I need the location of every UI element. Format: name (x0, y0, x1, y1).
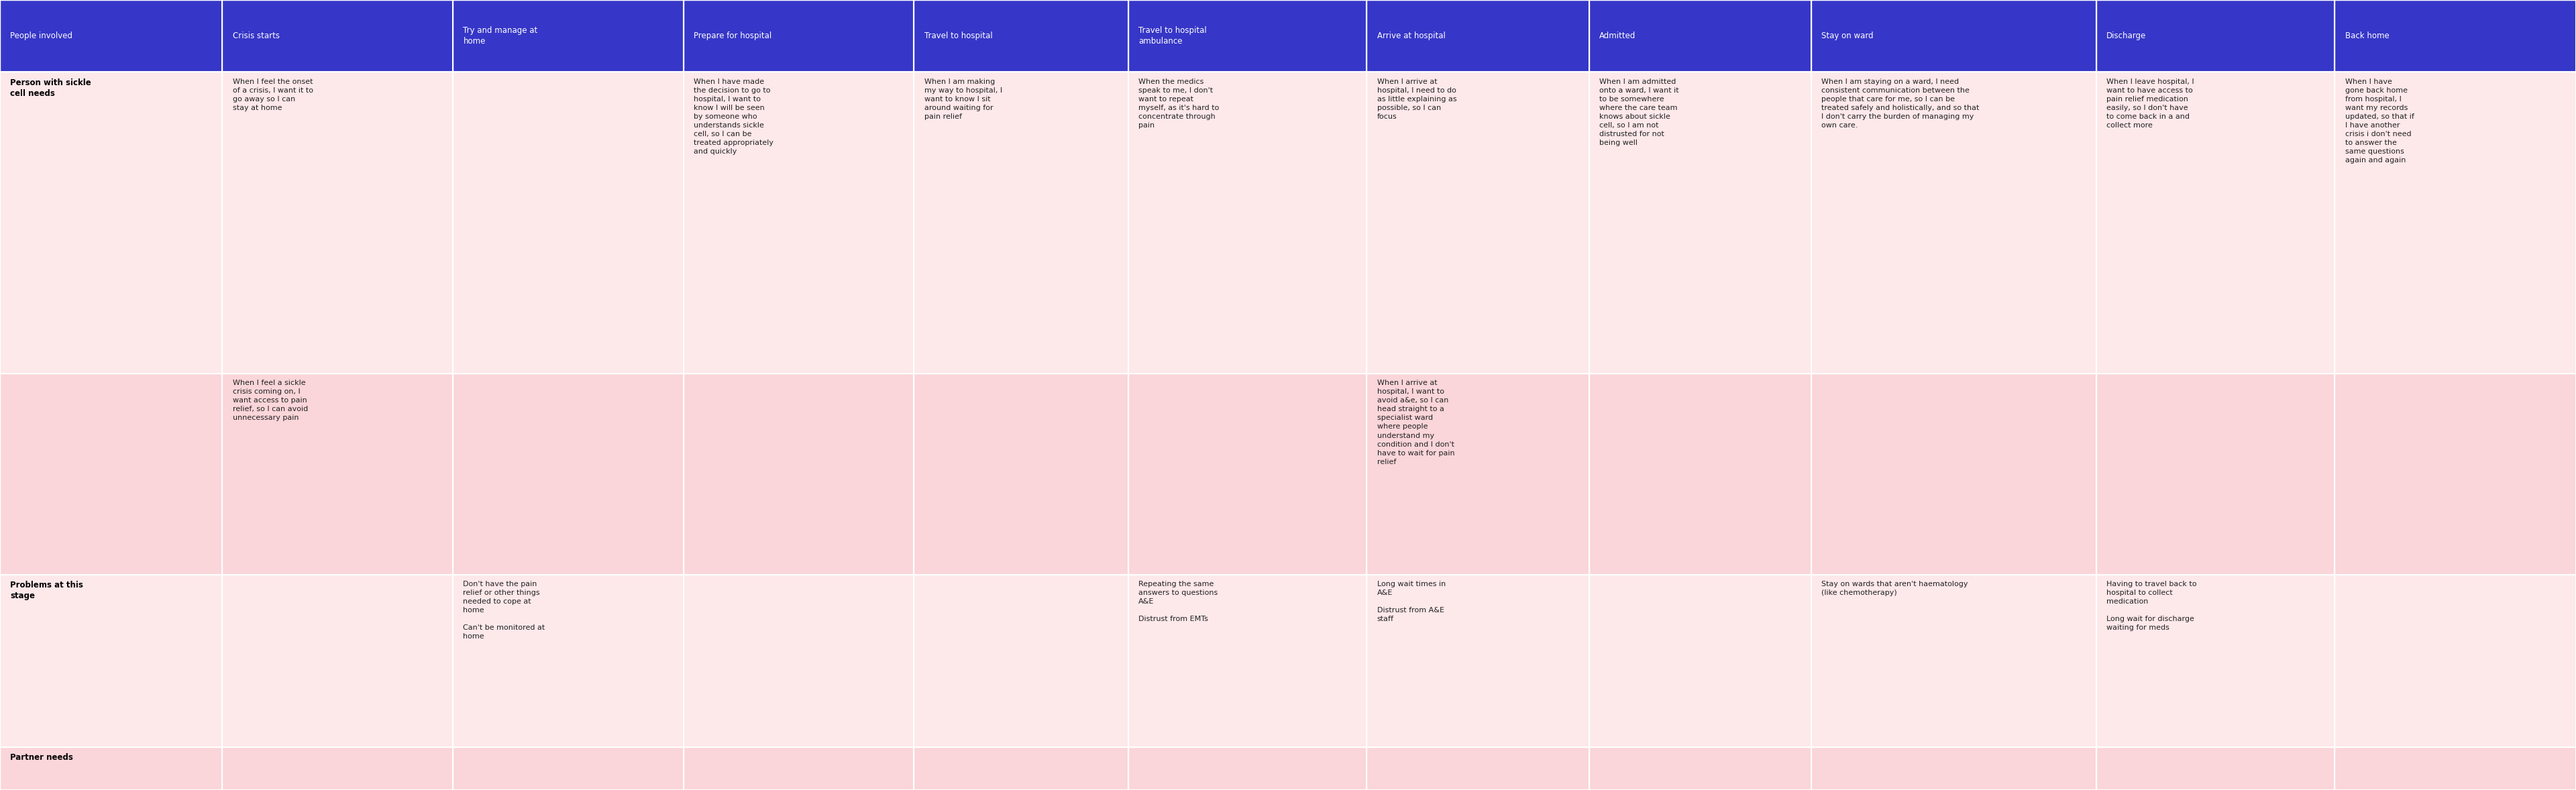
Text: Crisis starts: Crisis starts (232, 32, 281, 40)
Bar (222, 574, 453, 747)
Text: Prepare for hospital: Prepare for hospital (693, 32, 773, 40)
Bar (453, 0, 683, 72)
Bar (1589, 574, 1811, 747)
Bar (1128, 0, 1368, 72)
Bar (914, 574, 1128, 747)
Bar (1368, 374, 1589, 574)
Text: Arrive at hospital: Arrive at hospital (1378, 32, 1445, 40)
Bar (222, 747, 453, 790)
Text: When I have made
the decision to go to
hospital, I want to
know I will be seen
b: When I have made the decision to go to h… (693, 78, 773, 155)
Bar (453, 747, 683, 790)
Bar (2334, 374, 2576, 574)
Bar (914, 747, 1128, 790)
Text: When I have
gone back home
from hospital, I
want my records
updated, so that if
: When I have gone back home from hospital… (2344, 78, 2414, 164)
Text: When the medics
speak to me, I don't
want to repeat
myself, as it's hard to
conc: When the medics speak to me, I don't wan… (1139, 78, 1218, 129)
Bar (222, 0, 453, 72)
Bar (1811, 574, 2097, 747)
Bar (222, 374, 453, 574)
Bar (2097, 0, 2334, 72)
Text: Stay on ward: Stay on ward (1821, 32, 1873, 40)
Text: Problems at this
stage: Problems at this stage (10, 581, 82, 600)
Bar (914, 0, 1128, 72)
Text: When I feel the onset
of a crisis, I want it to
go away so I can
stay at home: When I feel the onset of a crisis, I wan… (232, 78, 314, 111)
Text: Don't have the pain
relief or other things
needed to cope at
home

Can't be moni: Don't have the pain relief or other thin… (464, 581, 546, 640)
Bar (2334, 574, 2576, 747)
Bar (0, 0, 222, 72)
Text: Repeating the same
answers to questions
A&E

Distrust from EMTs: Repeating the same answers to questions … (1139, 581, 1218, 623)
Text: When I am staying on a ward, I need
consistent communication between the
people : When I am staying on a ward, I need cons… (1821, 78, 1978, 129)
Bar (2097, 747, 2334, 790)
Bar (1368, 747, 1589, 790)
Bar (1368, 0, 1589, 72)
Text: Having to travel back to
hospital to collect
medication

Long wait for discharge: Having to travel back to hospital to col… (2107, 581, 2197, 631)
Bar (222, 72, 453, 374)
Text: Partner needs: Partner needs (10, 753, 72, 762)
Bar (0, 574, 222, 747)
Bar (914, 374, 1128, 574)
Text: When I arrive at
hospital, I need to do
as little explaining as
possible, so I c: When I arrive at hospital, I need to do … (1378, 78, 1455, 120)
Text: Admitted: Admitted (1600, 32, 1636, 40)
Bar (0, 72, 222, 374)
Text: Travel to hospital: Travel to hospital (925, 32, 992, 40)
Bar (1368, 72, 1589, 374)
Bar (683, 747, 914, 790)
Bar (1128, 747, 1368, 790)
Text: Person with sickle
cell needs: Person with sickle cell needs (10, 78, 90, 98)
Bar (2097, 574, 2334, 747)
Text: When I arrive at
hospital, I want to
avoid a&e, so I can
head straight to a
spec: When I arrive at hospital, I want to avo… (1378, 380, 1455, 465)
Bar (2097, 374, 2334, 574)
Bar (1128, 574, 1368, 747)
Bar (1811, 747, 2097, 790)
Bar (1811, 374, 2097, 574)
Text: Try and manage at
home: Try and manage at home (464, 26, 538, 46)
Bar (1128, 72, 1368, 374)
Text: People involved: People involved (10, 32, 72, 40)
Bar (453, 72, 683, 374)
Bar (2334, 0, 2576, 72)
Bar (1589, 0, 1811, 72)
Bar (0, 374, 222, 574)
Bar (1128, 374, 1368, 574)
Text: Stay on wards that aren't haematology
(like chemotherapy): Stay on wards that aren't haematology (l… (1821, 581, 1968, 596)
Text: When I am admitted
onto a ward, I want it
to be somewhere
where the care team
kn: When I am admitted onto a ward, I want i… (1600, 78, 1680, 146)
Bar (0, 747, 222, 790)
Bar (683, 0, 914, 72)
Bar (2334, 747, 2576, 790)
Bar (1811, 72, 2097, 374)
Text: Discharge: Discharge (2107, 32, 2146, 40)
Text: When I am making
my way to hospital, I
want to know I sit
around waiting for
pai: When I am making my way to hospital, I w… (925, 78, 1002, 120)
Text: Long wait times in
A&E

Distrust from A&E
staff: Long wait times in A&E Distrust from A&E… (1378, 581, 1445, 623)
Bar (1811, 0, 2097, 72)
Bar (914, 72, 1128, 374)
Bar (683, 574, 914, 747)
Text: Travel to hospital
ambulance: Travel to hospital ambulance (1139, 26, 1206, 46)
Bar (453, 574, 683, 747)
Bar (1368, 574, 1589, 747)
Bar (1589, 374, 1811, 574)
Bar (453, 374, 683, 574)
Bar (683, 72, 914, 374)
Bar (2097, 72, 2334, 374)
Text: Back home: Back home (2344, 32, 2388, 40)
Bar (683, 374, 914, 574)
Bar (1589, 72, 1811, 374)
Bar (2334, 72, 2576, 374)
Text: When I feel a sickle
crisis coming on, I
want access to pain
relief, so I can av: When I feel a sickle crisis coming on, I… (232, 380, 309, 421)
Bar (1589, 747, 1811, 790)
Text: When I leave hospital, I
want to have access to
pain relief medication
easily, s: When I leave hospital, I want to have ac… (2107, 78, 2195, 129)
